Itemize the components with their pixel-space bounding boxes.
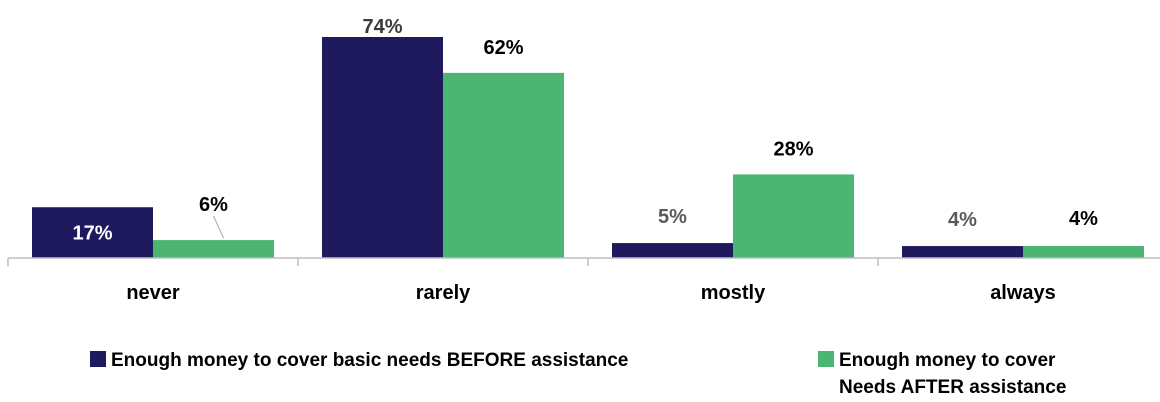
legend-label-after-line1: Enough money to cover	[839, 350, 1056, 371]
legend-swatch-before	[90, 351, 106, 367]
label-leader-line	[213, 215, 224, 239]
value-label-before-never: 17%	[72, 223, 112, 245]
bar-after-always	[1023, 246, 1144, 258]
bar-before-always	[902, 246, 1023, 258]
value-label-after-mostly: 28%	[773, 138, 813, 160]
category-label-never: never	[126, 282, 180, 304]
value-labels-layer: 17% 6% 74% 62% 5% 28% 4% 4%	[72, 16, 1098, 245]
legend-label-before: Enough money to cover basic needs BEFORE…	[111, 350, 628, 371]
x-axis	[7, 257, 1160, 266]
legend-label-after-line2: Needs AFTER assistance	[839, 377, 1066, 398]
value-label-before-always: 4%	[948, 209, 977, 231]
category-label-always: always	[990, 282, 1056, 304]
category-labels-layer: never rarely mostly always	[126, 282, 1055, 304]
category-label-mostly: mostly	[701, 282, 766, 304]
bar-before-rarely	[322, 37, 443, 258]
bar-before-never	[32, 207, 153, 258]
bar-after-rarely	[443, 72, 564, 259]
bar-after-mostly	[733, 174, 854, 258]
value-label-after-never: 6%	[199, 194, 228, 216]
bars-layer	[32, 37, 1144, 259]
legend-swatch-after	[818, 351, 834, 367]
category-label-rarely: rarely	[416, 282, 471, 304]
value-label-after-rarely: 62%	[483, 37, 523, 59]
bar-before-mostly	[612, 243, 733, 258]
bar-after-never	[153, 240, 274, 258]
value-label-after-always: 4%	[1069, 208, 1098, 230]
value-label-before-mostly: 5%	[658, 206, 687, 228]
value-label-before-rarely: 74%	[362, 16, 402, 38]
legend: Enough money to cover basic needs BEFORE…	[90, 350, 1066, 398]
